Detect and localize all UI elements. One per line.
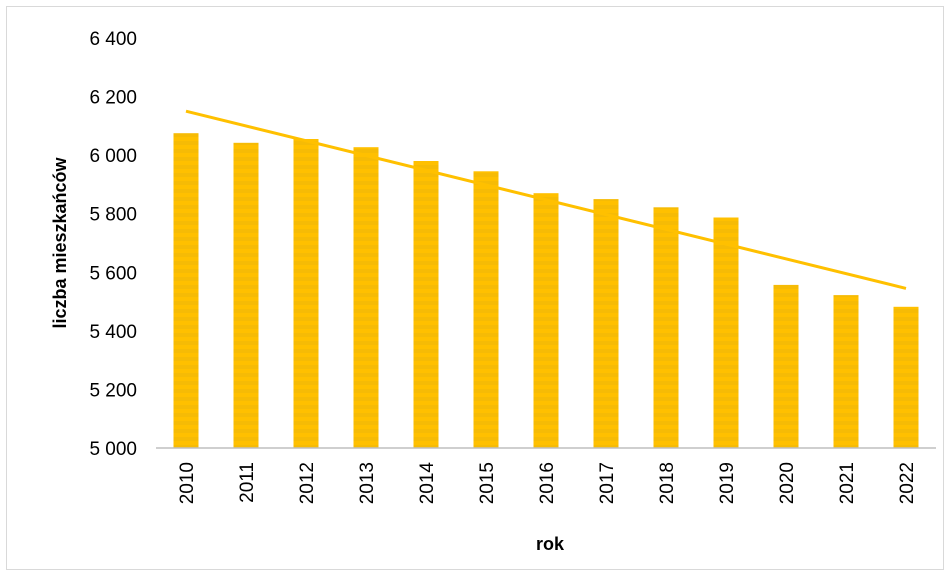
bar-2016	[533, 193, 559, 448]
bar-2012	[293, 139, 319, 448]
x-tick-label: 2010	[177, 462, 198, 504]
y-axis-title: liczba mieszkańców	[50, 156, 70, 328]
y-tick-labels: 5 000 5 200 5 400 5 600 5 800 6 000 6 200 6 400	[89, 29, 137, 460]
bar-2022	[893, 306, 919, 448]
x-tick-label: 2022	[897, 462, 918, 504]
chart-container: 5 000 5 200 5 400 5 600 5 800 6 000 6 200 6 400…	[6, 6, 944, 570]
x-tick-label: 2019	[717, 462, 738, 504]
x-tick-label: 2016	[537, 462, 558, 504]
y-tick-label: 5 200	[89, 380, 137, 401]
x-tick-label: 2011	[237, 462, 258, 503]
x-tick-label: 2012	[297, 462, 318, 504]
y-tick-label: 5 600	[89, 263, 137, 284]
bar-2011	[233, 142, 259, 449]
bar-2021	[833, 295, 859, 448]
x-tick-labels: 2010 2011 2012 2013 2014 2015 2016 2017 2018 2019…	[177, 462, 918, 505]
bar-2018	[653, 207, 679, 448]
x-tick-label: 2013	[357, 462, 378, 504]
trendline	[185, 109, 907, 290]
bar-2010	[173, 133, 199, 448]
x-tick-label: 2018	[657, 462, 678, 504]
bar-2014	[413, 161, 439, 448]
y-tick-label: 6 200	[89, 88, 137, 109]
y-tick-label: 6 400	[89, 29, 137, 50]
bar-2019	[713, 217, 739, 448]
bar-2020	[773, 284, 799, 448]
x-tick-label: 2014	[417, 462, 438, 505]
bars-group	[173, 133, 919, 449]
bar-2013	[353, 147, 379, 448]
trendline-group	[185, 109, 907, 290]
x-tick-label: 2017	[597, 462, 618, 504]
x-tick-label: 2020	[777, 462, 798, 504]
y-tick-label: 6 000	[89, 146, 137, 167]
y-tick-label: 5 800	[89, 205, 137, 226]
bar-2017	[593, 199, 619, 448]
x-tick-label: 2021	[837, 462, 858, 504]
bar-2015	[473, 171, 499, 449]
y-tick-label: 5 000	[89, 439, 137, 460]
y-tick-label: 5 400	[89, 322, 137, 343]
x-axis-title: rok	[536, 534, 565, 554]
x-tick-label: 2015	[477, 462, 498, 504]
